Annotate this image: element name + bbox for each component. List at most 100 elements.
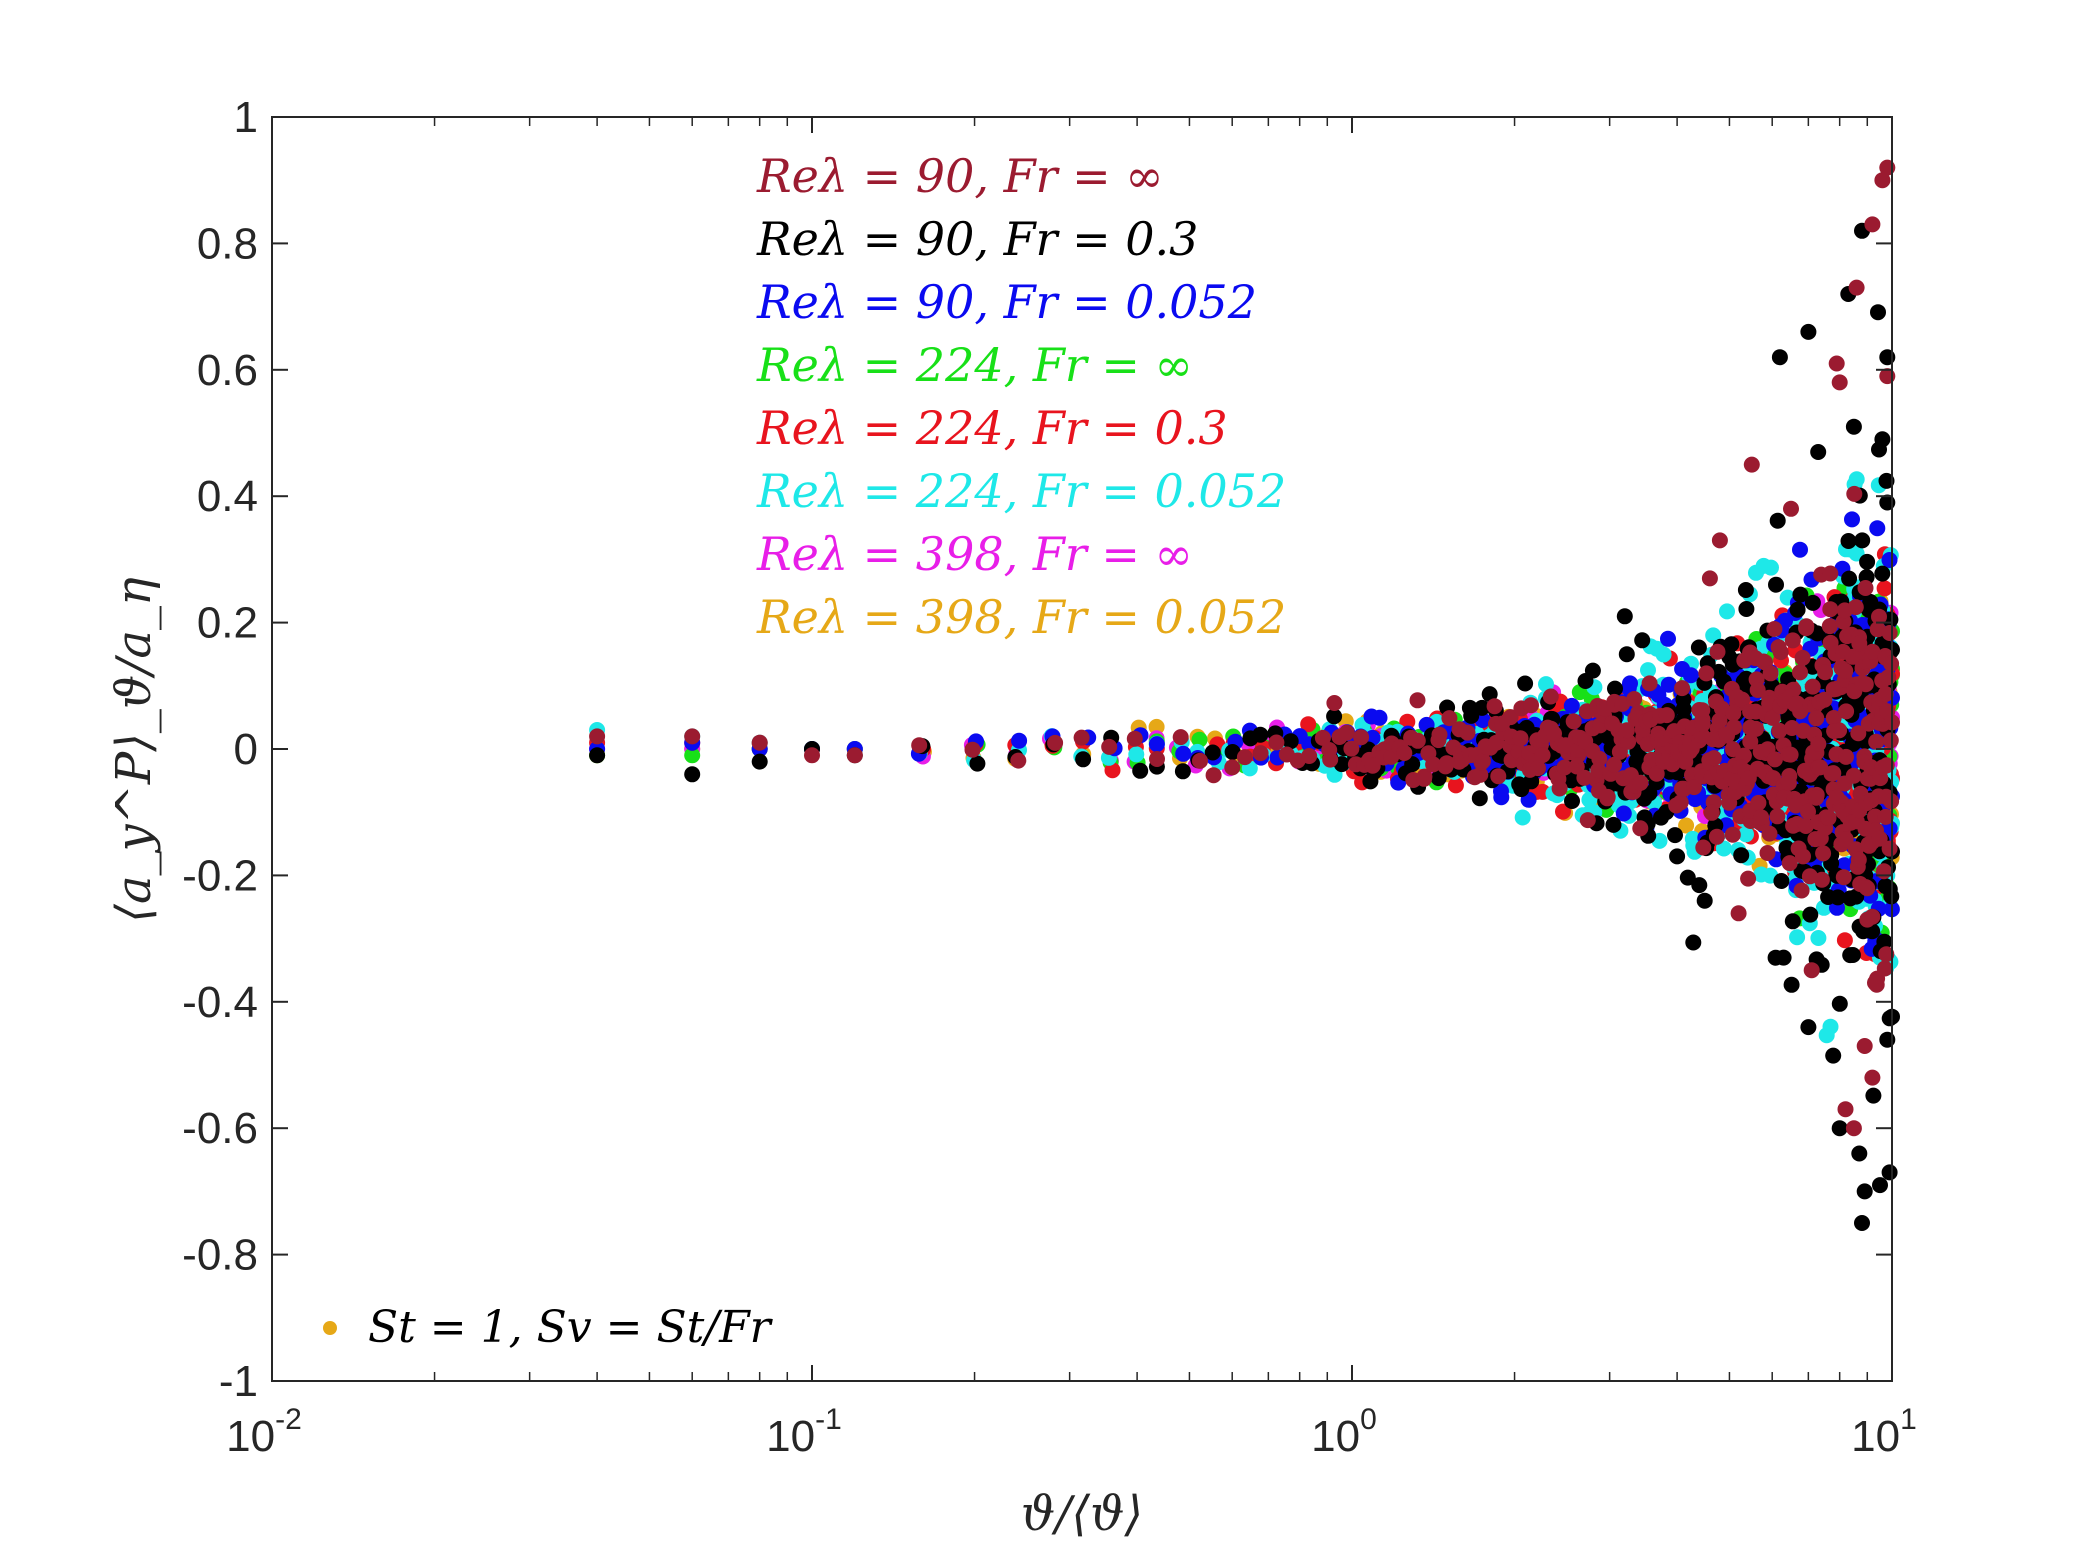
data-point — [1837, 1101, 1854, 1118]
data-point — [1733, 847, 1750, 864]
data-point — [1825, 710, 1842, 726]
data-point — [1474, 699, 1490, 716]
legend-entry: Reλ = 224, Fr = ∞ — [756, 338, 1193, 392]
data-point — [1719, 603, 1735, 620]
legend-entry: Reλ = 398, Fr = ∞ — [756, 527, 1193, 581]
data-point — [1538, 676, 1554, 693]
data-point — [1829, 889, 1846, 906]
data-point — [1840, 533, 1857, 549]
data-point — [1705, 750, 1722, 767]
data-point — [1726, 719, 1742, 736]
y-tick-label: 0.6 — [197, 346, 258, 395]
data-point — [1822, 565, 1839, 582]
data-point — [1126, 730, 1143, 747]
legend-entry: Reλ = 90, Fr = 0.3 — [756, 212, 1198, 266]
data-point — [1047, 734, 1064, 751]
data-point — [1701, 570, 1718, 587]
data-point — [1856, 1183, 1873, 1200]
data-point — [1857, 580, 1874, 596]
data-point — [1555, 803, 1571, 820]
data-point — [1236, 749, 1253, 766]
data-point — [589, 747, 606, 764]
legend-entry: Reλ = 224, Fr = 0.052 — [756, 464, 1286, 518]
data-point — [1854, 532, 1871, 549]
data-point — [1674, 680, 1691, 697]
data-point — [1690, 639, 1707, 656]
data-point — [1847, 599, 1864, 616]
data-point — [1459, 724, 1476, 741]
data-point — [1616, 608, 1633, 625]
data-point — [1523, 697, 1539, 714]
data-point — [1634, 632, 1651, 649]
data-point — [1803, 962, 1820, 979]
data-point — [1431, 726, 1448, 743]
data-point — [1878, 472, 1895, 489]
data-point — [1815, 845, 1832, 862]
data-point — [1882, 732, 1899, 749]
data-point — [1605, 816, 1622, 833]
data-point — [1766, 751, 1783, 768]
data-point — [1828, 355, 1845, 372]
data-point — [1694, 702, 1711, 719]
data-point — [1768, 576, 1784, 593]
data-point — [1820, 810, 1837, 826]
data-point — [1694, 716, 1711, 733]
data-point — [1871, 608, 1887, 625]
data-point — [1546, 725, 1562, 742]
data-point — [684, 766, 701, 783]
data-point — [1675, 701, 1692, 718]
data-point — [1641, 675, 1658, 692]
data-point — [1607, 680, 1623, 697]
data-point — [1874, 172, 1891, 189]
y-tick-label: -1 — [219, 1357, 258, 1406]
data-point — [1682, 667, 1699, 684]
data-point — [1011, 732, 1028, 749]
data-point — [1542, 688, 1559, 705]
data-point — [1851, 635, 1868, 652]
data-point — [1705, 627, 1722, 644]
data-point — [1763, 559, 1779, 576]
data-point — [1416, 770, 1433, 787]
data-point — [1691, 877, 1708, 894]
data-point — [1771, 349, 1788, 366]
data-point — [1848, 279, 1865, 296]
y-tick-label: -0.2 — [182, 851, 258, 900]
y-tick-label: 0 — [234, 725, 258, 774]
data-point — [1838, 703, 1855, 720]
data-point — [1172, 729, 1189, 746]
data-point — [1784, 632, 1801, 649]
data-point — [1268, 734, 1285, 751]
data-point — [1844, 511, 1860, 528]
data-point — [1606, 756, 1623, 773]
x-tick-label: 101 — [1851, 1403, 1917, 1461]
data-point — [1831, 374, 1848, 391]
annotation: St = 1, Sv = St/Fr — [323, 1302, 774, 1353]
data-point — [1669, 848, 1686, 865]
data-point — [1800, 323, 1817, 340]
data-point — [1850, 851, 1867, 868]
data-point — [1740, 870, 1757, 887]
data-point — [1615, 805, 1632, 822]
data-point — [1591, 750, 1608, 767]
data-point — [1679, 869, 1696, 886]
data-point — [1205, 767, 1222, 784]
data-point — [1881, 552, 1898, 568]
data-point — [1749, 682, 1766, 698]
x-tick-label: 10-1 — [766, 1403, 842, 1461]
data-point — [1224, 759, 1241, 776]
data-point — [1856, 1038, 1873, 1054]
data-point — [804, 747, 820, 764]
data-points — [589, 159, 1900, 1231]
data-point — [1808, 710, 1825, 727]
data-point — [1371, 709, 1388, 726]
data-point — [1686, 779, 1703, 796]
data-point — [751, 753, 768, 770]
series-points — [589, 159, 1900, 1137]
data-point — [1175, 745, 1192, 762]
data-point — [1881, 840, 1898, 857]
data-point — [1282, 733, 1299, 750]
data-point — [1148, 736, 1165, 753]
data-point — [1128, 746, 1145, 763]
data-point — [1486, 698, 1503, 715]
data-point — [1762, 665, 1779, 682]
